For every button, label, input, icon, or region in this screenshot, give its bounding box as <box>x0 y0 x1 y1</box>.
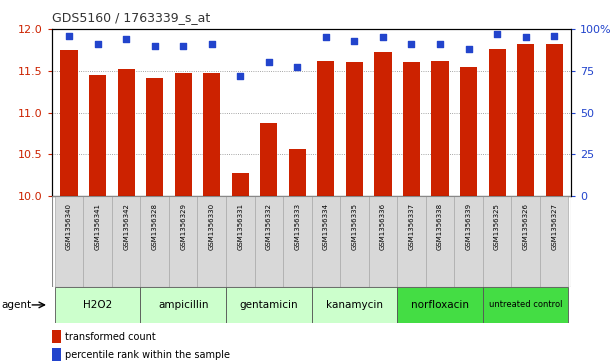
Bar <box>317 61 334 196</box>
Text: GSM1356334: GSM1356334 <box>323 203 329 250</box>
Bar <box>203 73 221 196</box>
Point <box>93 41 103 47</box>
Bar <box>175 73 192 196</box>
Bar <box>375 52 392 196</box>
Bar <box>112 196 141 287</box>
Point <box>464 46 474 52</box>
Text: GSM1356335: GSM1356335 <box>351 203 357 250</box>
Text: GSM1356339: GSM1356339 <box>466 203 472 250</box>
Bar <box>52 348 61 361</box>
Point <box>378 34 388 40</box>
Bar <box>511 196 540 287</box>
Bar <box>312 196 340 287</box>
Text: GSM1356329: GSM1356329 <box>180 203 186 250</box>
Bar <box>289 149 306 196</box>
Bar <box>55 287 141 323</box>
Text: GDS5160 / 1763339_s_at: GDS5160 / 1763339_s_at <box>52 11 210 24</box>
Point <box>207 41 217 47</box>
Bar <box>403 62 420 196</box>
Text: GSM1356340: GSM1356340 <box>66 203 72 250</box>
Text: untreated control: untreated control <box>489 301 562 309</box>
Text: kanamycin: kanamycin <box>326 300 383 310</box>
Bar <box>117 69 134 196</box>
Bar <box>52 330 61 343</box>
Text: GSM1356330: GSM1356330 <box>209 203 214 250</box>
Bar <box>255 196 283 287</box>
Text: GSM1356332: GSM1356332 <box>266 203 272 250</box>
Bar <box>540 196 568 287</box>
Bar <box>483 196 511 287</box>
Bar <box>312 287 397 323</box>
Text: GSM1356331: GSM1356331 <box>237 203 243 250</box>
Point <box>406 41 416 47</box>
Bar <box>368 196 397 287</box>
Point <box>121 36 131 42</box>
Bar <box>169 196 197 287</box>
Bar <box>546 44 563 196</box>
Bar <box>431 61 448 196</box>
Point <box>321 34 331 40</box>
Text: GSM1356341: GSM1356341 <box>95 203 101 250</box>
Bar <box>397 287 483 323</box>
Bar <box>489 49 506 196</box>
Point <box>235 73 245 79</box>
Text: norfloxacin: norfloxacin <box>411 300 469 310</box>
Text: gentamicin: gentamicin <box>240 300 298 310</box>
Text: GSM1356342: GSM1356342 <box>123 203 129 250</box>
Text: H2O2: H2O2 <box>83 300 112 310</box>
Bar <box>226 196 255 287</box>
Text: agent: agent <box>1 300 31 310</box>
Text: GSM1356338: GSM1356338 <box>437 203 443 250</box>
Bar <box>197 196 226 287</box>
Text: GSM1356336: GSM1356336 <box>380 203 386 250</box>
Bar <box>146 78 163 196</box>
Bar <box>460 66 477 196</box>
Bar <box>60 50 78 196</box>
Text: GSM1356327: GSM1356327 <box>551 203 557 250</box>
Bar <box>483 287 568 323</box>
Point <box>549 33 559 38</box>
Bar <box>517 44 534 196</box>
Bar <box>426 196 455 287</box>
Bar <box>232 173 249 196</box>
Text: percentile rank within the sample: percentile rank within the sample <box>65 350 230 360</box>
Text: GSM1356333: GSM1356333 <box>295 203 301 250</box>
Text: GSM1356337: GSM1356337 <box>409 203 414 250</box>
Point <box>64 33 74 38</box>
Point <box>150 43 159 49</box>
Point <box>492 31 502 37</box>
Bar <box>260 123 277 196</box>
Text: GSM1356328: GSM1356328 <box>152 203 158 250</box>
Text: transformed count: transformed count <box>65 332 156 342</box>
Text: GSM1356326: GSM1356326 <box>522 203 529 250</box>
Point <box>293 65 302 70</box>
Bar <box>83 196 112 287</box>
Bar <box>283 196 312 287</box>
Point <box>349 38 359 44</box>
Text: ampicillin: ampicillin <box>158 300 208 310</box>
Bar <box>141 287 226 323</box>
Text: GSM1356325: GSM1356325 <box>494 203 500 250</box>
Bar <box>226 287 312 323</box>
Bar <box>141 196 169 287</box>
Bar <box>340 196 368 287</box>
Bar <box>89 75 106 196</box>
Point <box>435 41 445 47</box>
Point <box>521 34 530 40</box>
Point <box>264 60 274 65</box>
Bar <box>55 196 83 287</box>
Point <box>178 43 188 49</box>
Bar <box>346 62 363 196</box>
Bar <box>397 196 426 287</box>
Bar <box>455 196 483 287</box>
